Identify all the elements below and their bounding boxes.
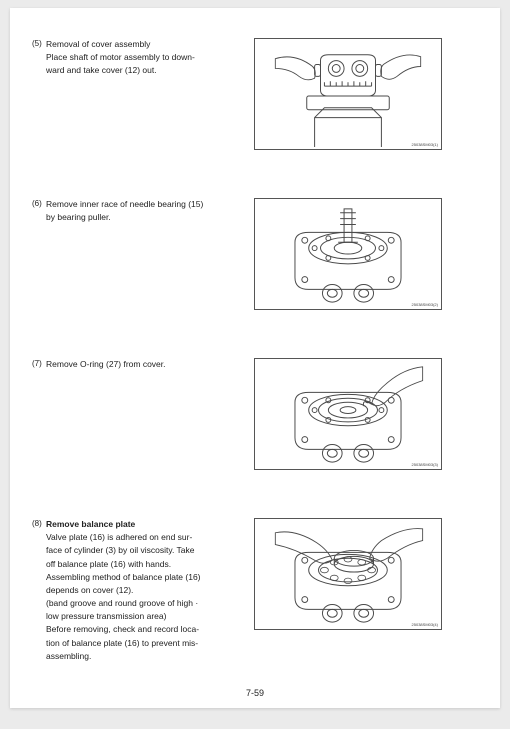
figure-7-label: 25038SM03(3) (412, 462, 438, 467)
step-8-line-6: low pressure transmission area) (46, 611, 166, 621)
step-8-line-4: depends on cover (12). (46, 585, 133, 595)
step-6-text: (6) Remove inner race of needle bearing … (32, 198, 238, 224)
step-8-line-8: tion of balance plate (16) to prevent mi… (46, 638, 198, 648)
figure-8: 25038SM03(4) (254, 518, 442, 630)
step-8-line-5: (band groove and round groove of high · (46, 598, 198, 608)
step-5-line-0: Place shaft of motor assembly to down- (46, 52, 195, 62)
figure-5: 25038SM03(1) (254, 38, 442, 150)
step-7-number: (7) (32, 358, 46, 368)
step-8-text: (8) Remove balance plate Valve plate (16… (32, 518, 238, 663)
step-5-line-1: ward and take cover (12) out. (46, 65, 157, 75)
step-5: (5) Removal of cover assembly Place shaf… (32, 38, 478, 150)
step-8-line-1: face of cylinder (3) by oil viscosity. T… (46, 545, 195, 555)
step-7-line-0: Remove O-ring (27) from cover. (46, 359, 166, 369)
figure-8-label: 25038SM03(4) (412, 622, 438, 627)
figure-6: 25038SM03(2) (254, 198, 442, 310)
step-7: (7) Remove O-ring (27) from cover. (32, 358, 478, 470)
step-8: (8) Remove balance plate Valve plate (16… (32, 518, 478, 663)
step-8-title: Remove balance plate (46, 519, 135, 529)
page-number: 7-59 (10, 688, 500, 698)
manual-page: (5) Removal of cover assembly Place shaf… (10, 8, 500, 708)
step-6: (6) Remove inner race of needle bearing … (32, 198, 478, 310)
step-8-line-7: Before removing, check and record loca- (46, 624, 199, 634)
figure-7: 25038SM03(3) (254, 358, 442, 470)
step-8-line-3: Assembling method of balance plate (16) (46, 572, 201, 582)
step-5-number: (5) (32, 38, 46, 48)
step-8-line-9: assembling. (46, 651, 91, 661)
step-8-line-2: off balance plate (16) with hands. (46, 559, 171, 569)
step-5-title: Removal of cover assembly (46, 39, 150, 49)
figure-6-label: 25038SM03(2) (412, 302, 438, 307)
step-7-text: (7) Remove O-ring (27) from cover. (32, 358, 238, 371)
step-5-text: (5) Removal of cover assembly Place shaf… (32, 38, 238, 78)
step-6-number: (6) (32, 198, 46, 208)
step-8-line-0: Valve plate (16) is adhered on end sur- (46, 532, 192, 542)
figure-5-label: 25038SM03(1) (412, 142, 438, 147)
step-6-line-1: by bearing puller. (46, 212, 111, 222)
step-6-line-0: Remove inner race of needle bearing (15) (46, 199, 203, 209)
step-8-number: (8) (32, 518, 46, 528)
